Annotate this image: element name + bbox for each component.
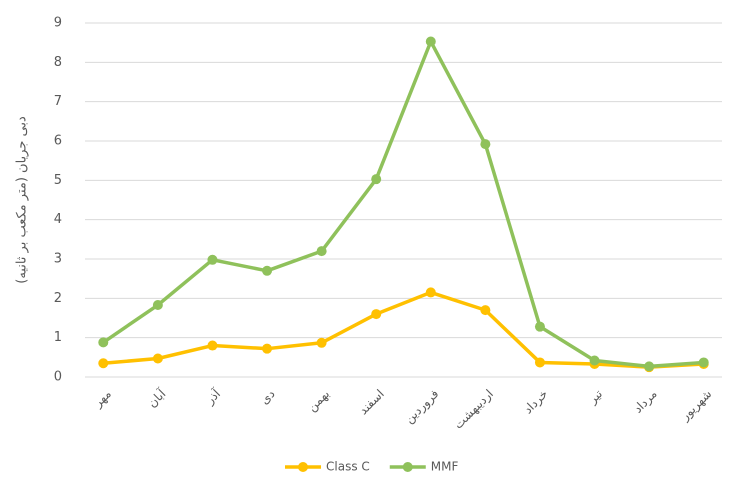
data-point (98, 358, 109, 369)
x-tick-label: فروردین (402, 387, 442, 427)
data-point (316, 337, 327, 348)
data-point (698, 357, 709, 368)
data-point (98, 337, 109, 348)
x-tick-label: دی (257, 387, 277, 407)
x-tick-label: بهمن (305, 387, 333, 415)
data-point (152, 353, 163, 364)
data-point (644, 361, 655, 372)
data-point (480, 139, 491, 150)
y-tick-label: 1 (54, 330, 62, 345)
series-line (103, 290, 704, 369)
y-tick-label: 6 (54, 134, 62, 149)
x-tick-label: آذر (201, 386, 224, 409)
data-point (534, 357, 545, 368)
y-tick-label: 0 (54, 370, 62, 385)
y-tick-label: 7 (54, 94, 62, 109)
data-point (371, 309, 382, 320)
data-point (207, 254, 218, 265)
x-tick-label: مهر (90, 387, 114, 411)
x-tick-label: اسفند (356, 387, 387, 418)
data-point (589, 355, 600, 366)
y-axis-label: دبی جریان (متر مکعب بر ثانیه) (15, 116, 30, 284)
legend-marker (298, 462, 308, 472)
legend-marker (402, 462, 413, 472)
x-tick-label: شهریور (677, 387, 715, 425)
x-tick-label: خرداد (521, 387, 551, 417)
data-point (425, 36, 436, 47)
y-tick-label: 8 (54, 55, 62, 70)
data-point (152, 300, 163, 311)
y-tick-label: 5 (54, 173, 62, 188)
data-point (207, 340, 218, 351)
x-tick-label: اردیبهشت (451, 387, 497, 433)
series-line (102, 39, 704, 369)
y-tick-label: 9 (54, 16, 62, 31)
y-tick-label: 3 (54, 252, 62, 267)
x-tick-label: مرداد (631, 387, 661, 417)
data-point (534, 321, 545, 332)
data-point (480, 305, 491, 316)
data-point (316, 246, 327, 257)
data-point (425, 287, 436, 298)
y-tick-label: 2 (54, 291, 62, 306)
y-tick-label: 4 (54, 212, 62, 227)
x-tick-label: تیر (585, 387, 606, 408)
data-point (262, 265, 273, 276)
data-point (371, 174, 382, 185)
legend-label: Class C (326, 460, 370, 474)
x-tick-label: آبان (144, 386, 169, 411)
legend-label: MMF (431, 460, 459, 474)
data-point (262, 343, 273, 354)
